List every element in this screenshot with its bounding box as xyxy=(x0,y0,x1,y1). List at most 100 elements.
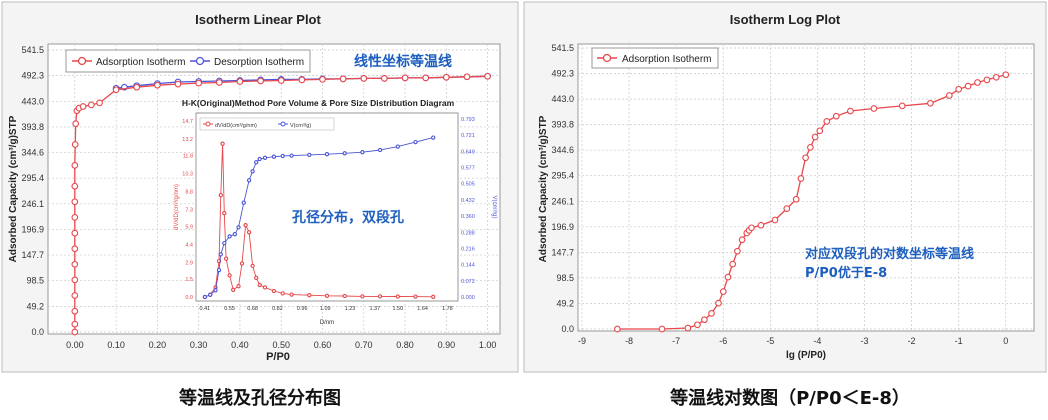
pore-volume-point xyxy=(246,178,252,183)
log-adsorption-point xyxy=(832,112,840,120)
log-isotherm-annotation-line2: P/P0优于E-8 xyxy=(805,265,887,281)
left-legend-box xyxy=(65,49,311,73)
inset-left-axis-label: dV/dD(cm³/g/nm) xyxy=(174,184,180,230)
right-x-tick-label: -9 xyxy=(578,336,586,346)
pore-volume-point xyxy=(271,154,277,159)
pore-distribution-point xyxy=(257,282,262,288)
adsorption-point xyxy=(360,75,368,82)
inset-x-tick-label: 0.82 xyxy=(272,306,283,312)
inset-axis-ticks: 0.41 0.55 0.68 0.82 0.96 1.09 1.23 1.37 1.50 1.64… xyxy=(182,117,474,312)
right-y-tick-label: 443.0 xyxy=(551,94,574,104)
log-adsorption-point xyxy=(792,195,800,203)
left-x-tick-label: 0.60 xyxy=(314,340,332,350)
inset-left-tick-label: 10.3 xyxy=(182,172,193,178)
adsorption-point xyxy=(339,75,347,83)
adsorption-point xyxy=(463,73,471,81)
log-adsorption-point xyxy=(807,144,814,151)
adsorption-point xyxy=(71,162,79,169)
pore-volume-point xyxy=(289,153,294,158)
pore-distribution-point xyxy=(377,294,383,299)
adsorption-point xyxy=(71,182,79,190)
log-adsorption-point xyxy=(847,107,854,115)
inset-right-tick-label: 0.072 xyxy=(461,279,475,285)
inset-right-tick-label: 0.505 xyxy=(461,182,475,188)
adsorption-point xyxy=(72,120,80,128)
inset-x-tick-label: 1.23 xyxy=(345,306,356,312)
pore-volume-point xyxy=(232,232,238,237)
left-x-tick-label: 0.00 xyxy=(66,340,84,350)
adsorption-point xyxy=(71,141,79,148)
pore-distribution-annotation: 孔径分布，双段孔 xyxy=(292,209,404,226)
inset-left-tick-label: 11.8 xyxy=(183,154,193,160)
inset-left-tick-label: 14.7 xyxy=(182,119,193,125)
inset-left-tick-label: 13.2 xyxy=(182,137,193,143)
left-y-tick-label: 196.9 xyxy=(21,224,44,234)
left-y-tick-label: 246.1 xyxy=(21,199,44,209)
left-chart: Isotherm Linear Plot 0.00 0.10 0.20 0.30 0.4… xyxy=(1,1,519,373)
pore-volume-point xyxy=(227,234,232,239)
right-legend-adsorption-label: Adsorption Isotherm xyxy=(622,54,712,65)
right-figure-caption: 等温线对数图（P/P0＜E-8） xyxy=(670,388,910,409)
adsorption-point xyxy=(484,72,491,80)
adsorption-point xyxy=(442,73,450,81)
inset-left-tick-label: 4.4 xyxy=(185,242,193,248)
inset-x-tick-label: 0.96 xyxy=(297,306,308,312)
adsorption-point xyxy=(215,79,223,86)
pore-distribution-point xyxy=(222,211,227,216)
log-adsorption-point xyxy=(802,154,809,162)
adsorption-point xyxy=(71,276,79,284)
adsorption-point xyxy=(277,77,285,84)
pore-volume-point xyxy=(254,160,259,165)
inset-x-tick-label: 0.55 xyxy=(224,306,235,312)
log-adsorption-point xyxy=(719,288,727,295)
right-chart-title: Isotherm Log Plot xyxy=(730,12,841,27)
right-x-tick-label: 0 xyxy=(1003,336,1008,346)
pore-volume-point xyxy=(222,240,227,246)
right-x-axis-label: lg (P/P0) xyxy=(786,350,826,361)
pore-volume-point xyxy=(413,139,418,145)
log-adsorption-point xyxy=(816,127,824,135)
pore-volume-point xyxy=(241,200,246,205)
adsorption-point xyxy=(71,229,79,237)
inset-plot-area xyxy=(195,112,459,302)
log-adsorption-point xyxy=(823,118,831,125)
adsorption-point xyxy=(236,78,244,85)
adsorption-point xyxy=(71,307,79,315)
right-y-tick-label: 541.5 xyxy=(551,43,574,53)
log-adsorption-point xyxy=(757,221,765,229)
log-adsorption-point xyxy=(964,82,972,90)
inset-x-tick-label: 1.64 xyxy=(417,306,428,312)
pore-volume-point xyxy=(280,153,285,159)
right-x-tick-label: -7 xyxy=(672,336,680,346)
inset-right-tick-label: 0.721 xyxy=(461,133,475,139)
inset-right-tick-label: 0.144 xyxy=(461,263,475,269)
left-chart-title: Isotherm Linear Plot xyxy=(195,12,321,27)
inset-right-axis-label: V(cm³/g) xyxy=(491,196,497,219)
inset-x-axis-label: D/nm xyxy=(320,320,334,326)
adsorption-point xyxy=(422,74,430,82)
log-adsorption-point xyxy=(724,273,732,281)
right-y-tick-label: 295.4 xyxy=(551,171,574,181)
right-x-tick-label: -1 xyxy=(955,336,963,346)
pore-volume-point xyxy=(257,156,262,162)
linear-isotherm-annotation: 线性坐标等温线 xyxy=(354,53,452,70)
left-x-tick-label: 0.30 xyxy=(190,340,208,350)
right-y-tick-label: 196.9 xyxy=(551,222,574,232)
log-adsorption-point xyxy=(748,224,755,232)
left-y-tick-label: 344.6 xyxy=(21,148,44,158)
adsorption-point xyxy=(87,101,95,109)
pore-distribution-point xyxy=(243,223,248,228)
inset-legend-box xyxy=(199,117,335,131)
pore-distribution-point xyxy=(271,288,277,294)
adsorption-point xyxy=(319,76,326,83)
left-figure-caption: 等温线及孔径分布图 xyxy=(179,388,341,409)
inset-right-tick-label: 0.793 xyxy=(461,117,475,123)
inset-left-tick-label: 5.9 xyxy=(185,224,193,230)
left-series-layer xyxy=(71,72,491,336)
right-x-tick-label: -5 xyxy=(766,336,774,346)
log-adsorption-point xyxy=(734,247,741,255)
inset-left-tick-label: 7.3 xyxy=(185,208,193,214)
inset-right-tick-label: 0.000 xyxy=(461,295,475,301)
log-adsorption-point xyxy=(658,325,666,333)
pore-volume-point xyxy=(431,135,436,140)
